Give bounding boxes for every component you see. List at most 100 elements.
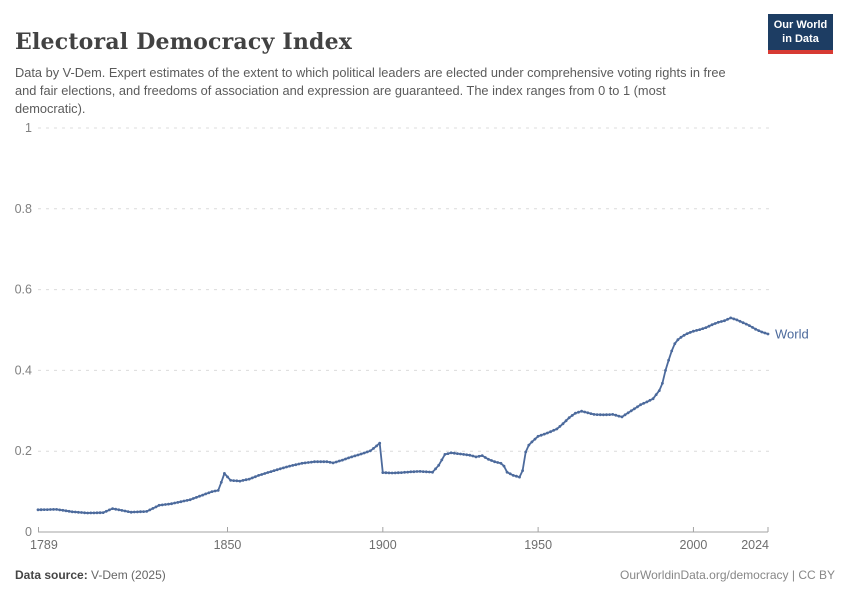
data-point[interactable] — [95, 511, 99, 515]
data-point[interactable] — [449, 451, 453, 455]
data-point[interactable] — [670, 349, 674, 353]
data-point[interactable] — [645, 400, 649, 404]
data-point[interactable] — [341, 458, 344, 462]
data-point[interactable] — [58, 508, 62, 512]
data-point[interactable] — [502, 464, 506, 468]
data-point[interactable] — [148, 508, 152, 512]
data-point[interactable] — [306, 461, 310, 464]
data-point[interactable] — [254, 475, 257, 479]
data-point[interactable] — [400, 471, 403, 474]
data-point[interactable] — [424, 470, 428, 474]
data-point[interactable] — [263, 472, 267, 475]
data-point[interactable] — [651, 397, 655, 401]
data-point[interactable] — [682, 333, 686, 337]
data-point[interactable] — [365, 450, 369, 454]
data-point[interactable] — [39, 508, 43, 512]
data-point[interactable] — [533, 437, 537, 441]
data-point[interactable] — [275, 468, 279, 472]
data-point[interactable] — [698, 328, 702, 331]
data-point[interactable] — [369, 449, 372, 453]
data-point[interactable] — [716, 320, 720, 324]
data-point[interactable] — [291, 464, 295, 467]
data-point[interactable] — [213, 489, 217, 493]
data-point[interactable] — [111, 507, 114, 510]
data-point[interactable] — [459, 452, 462, 456]
data-point[interactable] — [207, 491, 211, 495]
data-point[interactable] — [164, 503, 167, 506]
data-point[interactable] — [191, 497, 195, 500]
data-point[interactable] — [316, 460, 319, 464]
data-point[interactable] — [639, 403, 642, 407]
data-point[interactable] — [70, 510, 74, 514]
data-point[interactable] — [319, 460, 323, 464]
data-point[interactable] — [55, 508, 58, 511]
data-point[interactable] — [723, 319, 726, 323]
data-point[interactable] — [294, 463, 298, 467]
data-point[interactable] — [204, 492, 208, 496]
data-point[interactable] — [611, 413, 615, 416]
data-point[interactable] — [515, 474, 518, 478]
world-line[interactable] — [37, 317, 769, 514]
data-point[interactable] — [558, 425, 562, 428]
data-point[interactable] — [393, 471, 397, 475]
data-point[interactable] — [142, 510, 146, 513]
data-point[interactable] — [250, 476, 254, 480]
data-point[interactable] — [710, 323, 714, 327]
data-point[interactable] — [390, 471, 394, 475]
data-point[interactable] — [673, 342, 677, 346]
data-point[interactable] — [567, 416, 571, 420]
data-point[interactable] — [381, 471, 385, 474]
data-point[interactable] — [763, 331, 767, 335]
data-point[interactable] — [657, 389, 661, 392]
data-point[interactable] — [415, 470, 419, 473]
data-point[interactable] — [744, 322, 748, 326]
series-label-world[interactable]: World — [775, 327, 809, 342]
data-point[interactable] — [170, 502, 174, 506]
data-point[interactable] — [353, 454, 357, 458]
data-point[interactable] — [238, 479, 242, 483]
data-point[interactable] — [726, 317, 729, 321]
data-point[interactable] — [443, 453, 447, 456]
data-point[interactable] — [36, 508, 40, 512]
data-point[interactable] — [738, 319, 742, 323]
data-point[interactable] — [527, 443, 531, 447]
data-point[interactable] — [232, 479, 236, 482]
data-point[interactable] — [157, 503, 161, 507]
data-point[interactable] — [247, 477, 251, 481]
data-point[interactable] — [418, 470, 422, 473]
data-point[interactable] — [685, 332, 689, 335]
data-point[interactable] — [437, 463, 441, 467]
data-point[interactable] — [499, 461, 503, 465]
data-point[interactable] — [396, 471, 400, 475]
data-point[interactable] — [403, 470, 406, 474]
data-point[interactable] — [452, 451, 456, 455]
data-point[interactable] — [713, 322, 717, 325]
data-point[interactable] — [278, 467, 282, 471]
data-point[interactable] — [52, 508, 55, 511]
data-point[interactable] — [661, 381, 664, 385]
data-point[interactable] — [269, 470, 273, 473]
data-point[interactable] — [462, 453, 465, 456]
data-point[interactable] — [524, 450, 528, 454]
data-point[interactable] — [92, 511, 96, 515]
data-point[interactable] — [592, 413, 596, 416]
data-point[interactable] — [608, 413, 611, 416]
data-point[interactable] — [151, 507, 155, 510]
data-point[interactable] — [511, 474, 515, 477]
data-point[interactable] — [456, 452, 459, 455]
data-point[interactable] — [440, 458, 444, 462]
data-point[interactable] — [629, 409, 633, 413]
data-point[interactable] — [679, 335, 683, 339]
data-point[interactable] — [272, 469, 276, 472]
data-point[interactable] — [636, 405, 639, 409]
data-point[interactable] — [378, 441, 382, 445]
data-point[interactable] — [108, 508, 111, 512]
data-point[interactable] — [760, 330, 764, 334]
data-point[interactable] — [676, 338, 680, 342]
data-point[interactable] — [409, 470, 413, 474]
data-point[interactable] — [344, 457, 347, 461]
data-point[interactable] — [188, 498, 192, 502]
data-point[interactable] — [487, 457, 490, 461]
data-point[interactable] — [372, 447, 375, 450]
data-point[interactable] — [328, 460, 332, 464]
